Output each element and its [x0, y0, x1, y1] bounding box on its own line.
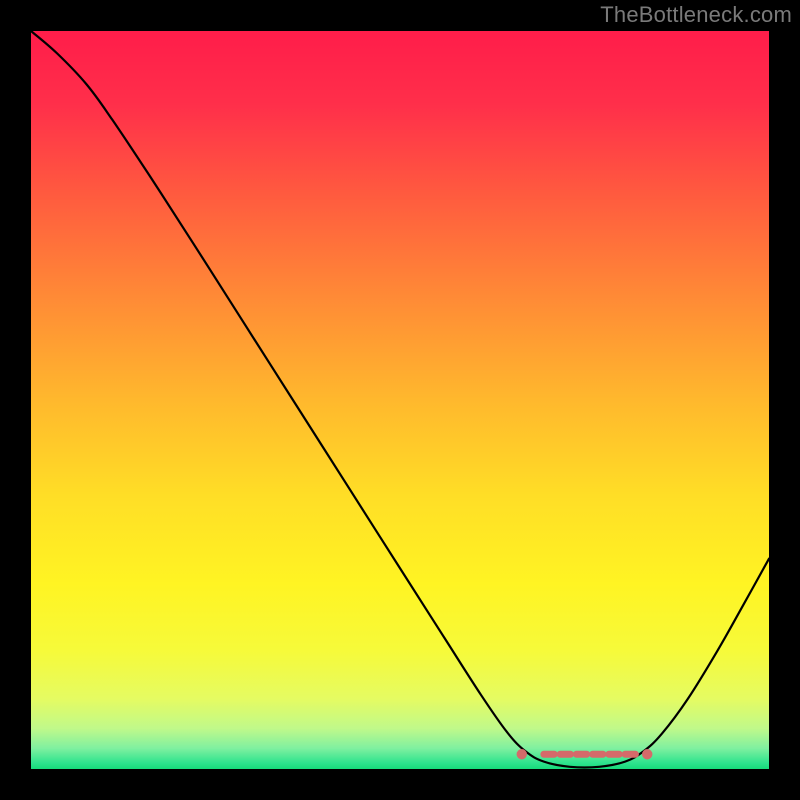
plot-svg: [31, 31, 769, 769]
gradient-fill: [31, 31, 769, 769]
chart-stage: TheBottleneck.com: [0, 0, 800, 800]
plot-area: [31, 31, 769, 769]
watermark-text: TheBottleneck.com: [600, 2, 792, 28]
